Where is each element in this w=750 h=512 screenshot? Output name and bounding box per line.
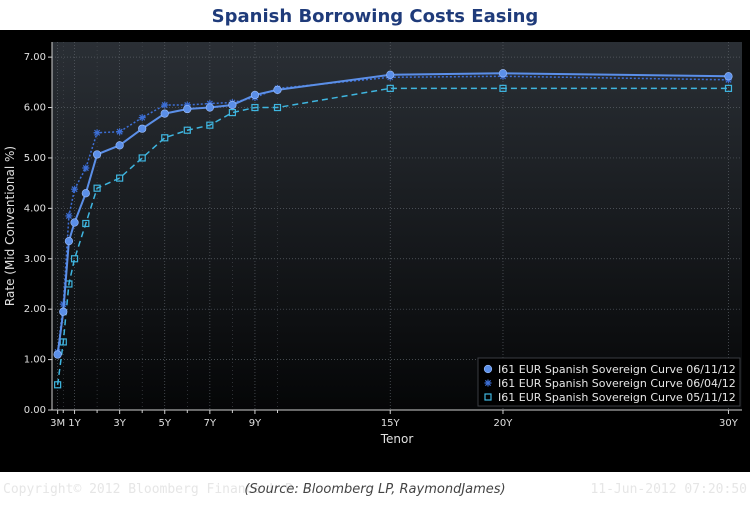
legend-box: [477, 357, 741, 407]
grid: [52, 42, 742, 411]
data-point: [93, 129, 101, 137]
y-tick-label: 5.00: [24, 153, 46, 164]
legend-label-1: I61 EUR Spanish Sovereign Curve 06/11/12: [498, 363, 736, 376]
data-point: [71, 185, 79, 193]
data-point: [65, 212, 73, 220]
data-point: [70, 218, 79, 227]
series-line: [56, 87, 729, 385]
x-tick-label: 3M: [50, 418, 65, 429]
x-axis-title: Tenor: [380, 432, 414, 446]
data-point: [251, 103, 259, 112]
data-point: [59, 307, 68, 316]
data-point: [250, 90, 260, 100]
x-tick-label: 1Y: [68, 418, 81, 429]
data-point: [499, 84, 507, 92]
y-tick-label: 3.00: [24, 254, 46, 265]
data-point: [205, 103, 214, 112]
data-point: [92, 150, 102, 159]
data-point: [228, 108, 236, 117]
x-tick-label: 5Y: [159, 418, 172, 429]
data-point: [138, 114, 146, 122]
data-point: [161, 101, 169, 109]
x-tick-label: 9Y: [249, 418, 262, 429]
axes: 0.00 1.00 2.00 3.00 4.00 5.00 6.00 7.00 3M 1Y 3Y 5Y…: [3, 42, 742, 446]
data-point: [82, 164, 90, 172]
y-axis-title: Rate (Mid Conventional %): [3, 146, 17, 306]
timestamp-text: 11-Jun-2012 07:20:50: [590, 482, 747, 497]
series-1: [53, 69, 733, 359]
data-point: [183, 104, 192, 114]
data-point: [93, 184, 101, 192]
data-point: [82, 219, 90, 228]
data-point: [273, 103, 282, 112]
line-chart: 0.00 1.00 2.00 3.00 4.00 5.00 6.00 7.00 3M 1Y 3Y 5Y…: [3, 42, 742, 446]
data-point: [386, 84, 394, 92]
data-point: [115, 141, 124, 150]
legend-marker-1: [483, 364, 493, 374]
copyright-text: Copyright© 2012 Bloomberg Finance L.P.: [3, 482, 301, 497]
plot-area: [52, 42, 742, 410]
data-point: [138, 154, 146, 162]
data-point: [138, 124, 147, 133]
x-tick-label: 15Y: [381, 418, 401, 429]
data-point: [53, 350, 62, 359]
legend-label-2: I61 EUR Spanish Sovereign Curve 06/04/12: [498, 377, 736, 390]
series-group: [53, 69, 733, 389]
data-point: [160, 109, 169, 118]
x-tick-label: 3Y: [113, 418, 126, 429]
y-tick-label: 7.00: [24, 52, 46, 63]
y-tick-label: 0.00: [24, 405, 46, 416]
legend: I61 EUR Spanish Sovereign Curve 06/11/12…: [477, 357, 741, 407]
data-point: [183, 126, 191, 134]
x-tick-label: 20Y: [494, 418, 514, 429]
data-point: [116, 128, 124, 136]
data-point: [724, 84, 733, 92]
data-point: [228, 100, 237, 110]
legend-marker-3: [484, 393, 492, 401]
chart-panel: 0.00 1.00 2.00 3.00 4.00 5.00 6.00 7.00 3M 1Y 3Y 5Y…: [0, 30, 750, 497]
y-tick-label: 6.00: [24, 103, 46, 114]
data-point: [81, 189, 90, 198]
source-caption: (Source: Bloomberg LP, RaymondJames): [244, 482, 506, 497]
data-point: [54, 381, 62, 389]
data-point: [161, 134, 169, 142]
legend-label-3: I61 EUR Spanish Sovereign Curve 05/11/12: [498, 391, 736, 404]
data-point: [273, 85, 282, 94]
data-point: [116, 174, 124, 182]
data-point: [386, 70, 395, 79]
data-point: [206, 121, 214, 129]
data-point: [70, 255, 79, 263]
data-point: [724, 72, 733, 81]
chart-title: Spanish Borrowing Costs Easing: [211, 6, 539, 27]
data-point: [64, 237, 74, 246]
legend-marker-2: [484, 379, 492, 387]
y-tick-label: 4.00: [24, 203, 46, 214]
y-tick-label: 2.00: [24, 304, 46, 315]
x-tick-label: 30Y: [719, 418, 739, 429]
data-point: [498, 69, 508, 78]
x-tick-label: 7Y: [204, 418, 217, 429]
y-tick-label: 1.00: [24, 355, 46, 366]
